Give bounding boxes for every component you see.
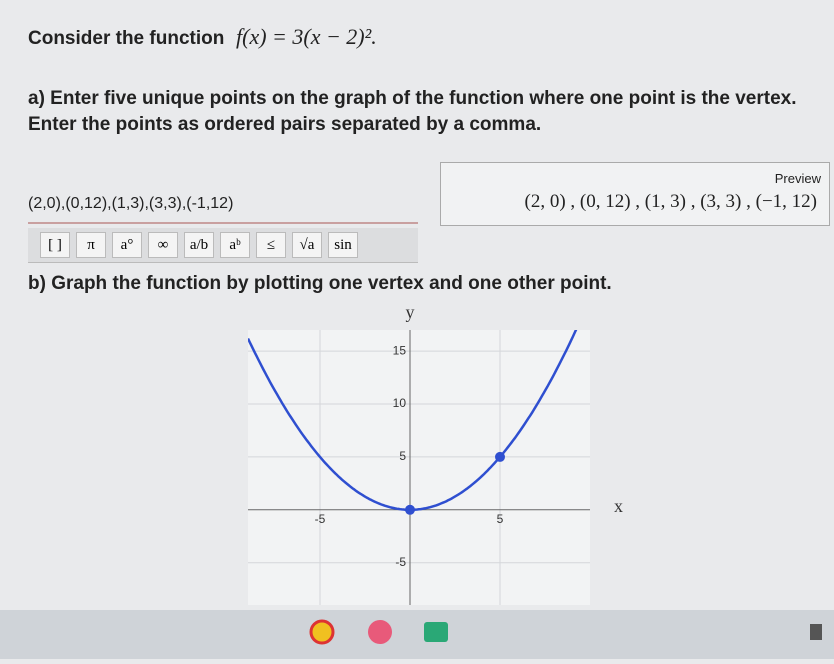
toolbar-button[interactable]: a/b bbox=[184, 232, 214, 258]
app-icon[interactable] bbox=[368, 620, 392, 644]
x-tick-label: 5 bbox=[497, 512, 504, 526]
prompt: b) Graph the function by plotting one ve… bbox=[28, 273, 612, 294]
function: f(x) = 3(x − 2)². bbox=[236, 24, 377, 49]
plotted-point bbox=[405, 504, 415, 515]
preview-text: (2, 0) , (0, 12) , (1, 3) , (3, 3) , (−1… bbox=[524, 191, 818, 212]
prompt: Enter the points as ordered pairs separa… bbox=[28, 114, 542, 135]
y-tick-label: 15 bbox=[393, 343, 407, 357]
parabola bbox=[248, 330, 578, 512]
browser-icon[interactable] bbox=[309, 619, 335, 645]
toolbar: [ ] π a° ∞ a/b aᵇ ≤ √a sin bbox=[28, 228, 418, 263]
prompt: a) Enter five unique points on the graph… bbox=[28, 88, 797, 109]
y-axis-label: y bbox=[406, 302, 415, 322]
app-icon[interactable] bbox=[424, 622, 448, 642]
preview-label: Preview bbox=[774, 171, 821, 186]
toolbar-button[interactable]: √a bbox=[292, 232, 322, 258]
toolbar-button[interactable]: ≤ bbox=[256, 232, 286, 258]
preview-box: Preview (2, 0) , (0, 12) , (1, 3) , (3, … bbox=[440, 162, 830, 226]
question-lead: Consider the function bbox=[28, 28, 225, 49]
toolbar-button[interactable]: aᵇ bbox=[220, 232, 250, 258]
plotted-point bbox=[495, 451, 505, 462]
toolbar-button[interactable]: ∞ bbox=[148, 232, 178, 258]
toolbar-button[interactable]: [ ] bbox=[40, 232, 70, 258]
y-tick-label: 10 bbox=[393, 396, 407, 410]
toolbar-button[interactable]: a° bbox=[112, 232, 142, 258]
status-icon bbox=[810, 624, 822, 640]
y-tick-label: 5 bbox=[399, 449, 406, 463]
x-tick-label: -5 bbox=[315, 512, 326, 526]
toolbar-button[interactable]: sin bbox=[328, 232, 358, 258]
taskbar-icons bbox=[309, 619, 822, 645]
answer-input[interactable]: (2,0),(0,12),(1,3),(3,3),(-1,12) bbox=[28, 186, 418, 224]
plot-area bbox=[248, 330, 590, 605]
toolbar-button[interactable]: π bbox=[76, 232, 106, 258]
x-axis-label: x bbox=[614, 496, 623, 516]
y-tick-label: -5 bbox=[395, 555, 406, 569]
taskbar bbox=[0, 610, 834, 659]
